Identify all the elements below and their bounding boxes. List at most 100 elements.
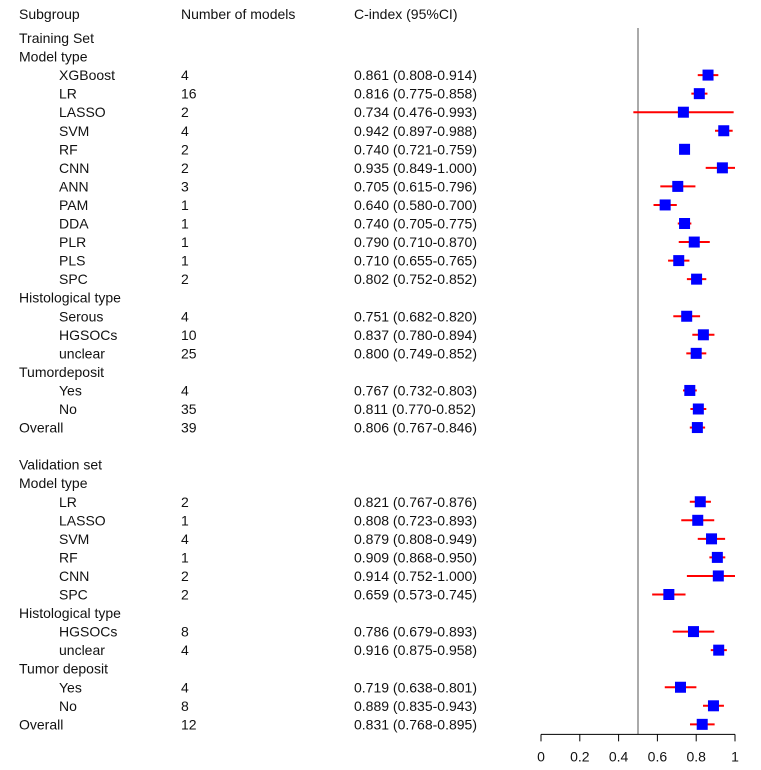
tick-label: 0.8 — [686, 748, 706, 764]
subgroup-label: RF — [59, 141, 78, 157]
x-axis: 0 0.2 0.4 0.6 0.8 1 — [537, 733, 739, 764]
point-estimate — [681, 310, 693, 322]
model-count: 1 — [181, 197, 189, 213]
subgroup-label: No — [59, 698, 77, 714]
subgroup-label: Serous — [59, 308, 103, 324]
model-count: 35 — [181, 401, 197, 417]
cindex-text: 0.659 (0.573-0.745) — [354, 587, 477, 603]
subgroup-label: PLR — [59, 234, 86, 250]
subgroup-label: LASSO — [59, 512, 106, 528]
point-estimate — [688, 236, 700, 248]
cindex-text: 0.719 (0.638-0.801) — [354, 679, 477, 695]
table-rows: Training Set Model type XGBoost 4 0.861 (0.8… — [19, 30, 477, 732]
point-estimate — [679, 143, 691, 155]
cindex-text: 0.790 (0.710-0.870) — [354, 234, 477, 250]
cindex-text: 0.837 (0.780-0.894) — [354, 327, 477, 343]
group-header: Histological type — [19, 290, 121, 306]
group-header: Model type — [19, 475, 88, 491]
subgroup-label: No — [59, 401, 77, 417]
cindex-text: 0.740 (0.705-0.775) — [354, 216, 477, 232]
cindex-text: 0.935 (0.849-1.000) — [354, 160, 477, 176]
subgroup-label: LR — [59, 494, 77, 510]
model-count: 3 — [181, 178, 189, 194]
subgroup-label: PLS — [59, 253, 85, 269]
cindex-text: 0.767 (0.732-0.803) — [354, 382, 477, 398]
subgroup-label: CNN — [59, 160, 89, 176]
point-estimate — [694, 496, 706, 508]
cindex-text: 0.942 (0.897-0.988) — [354, 123, 477, 139]
cindex-text: 0.861 (0.808-0.914) — [354, 67, 477, 83]
point-estimate — [663, 589, 675, 600]
cindex-text: 0.808 (0.723-0.893) — [354, 512, 477, 528]
point-estimate — [707, 700, 719, 712]
point-estimate — [713, 644, 725, 656]
cindex-text: 0.821 (0.767-0.876) — [354, 494, 477, 510]
cindex-text: 0.705 (0.615-0.796) — [354, 178, 477, 194]
cindex-text: 0.802 (0.752-0.852) — [354, 271, 477, 287]
point-estimate — [692, 514, 704, 526]
model-count: 4 — [181, 382, 189, 398]
model-count: 4 — [181, 308, 189, 324]
model-count: 8 — [181, 624, 189, 640]
model-count: 2 — [181, 568, 189, 584]
cindex-text: 0.734 (0.476-0.993) — [354, 104, 477, 120]
subgroup-label: LR — [59, 86, 77, 102]
point-estimate — [693, 88, 705, 100]
cindex-text: 0.786 (0.679-0.893) — [354, 624, 477, 640]
model-count: 4 — [181, 679, 189, 695]
point-estimate — [673, 255, 685, 267]
model-count: 25 — [181, 345, 197, 361]
point-estimate — [697, 329, 709, 341]
subgroup-label: PAM — [59, 197, 88, 213]
overall-label: Overall — [19, 420, 63, 436]
model-count: 1 — [181, 234, 189, 250]
point-estimate — [687, 626, 699, 638]
point-estimate — [672, 180, 684, 192]
point-estimate — [691, 273, 703, 285]
model-count: 4 — [181, 642, 189, 658]
model-count: 39 — [181, 420, 197, 436]
point-estimate — [677, 106, 689, 118]
model-count: 10 — [181, 327, 197, 343]
tick-label: 0.6 — [648, 748, 668, 764]
point-estimate — [702, 69, 714, 81]
point-estimate — [706, 533, 718, 545]
point-estimate — [711, 551, 723, 563]
subgroup-label: DDA — [59, 216, 89, 232]
subgroup-label: LASSO — [59, 104, 106, 120]
column-headers: Subgroup Number of models C-index (95%CI… — [19, 6, 457, 22]
point-estimate — [716, 162, 728, 174]
subgroup-label: Yes — [59, 382, 82, 398]
point-estimate — [696, 718, 708, 730]
cindex-text: 0.914 (0.752-1.000) — [354, 568, 477, 584]
overall-label: Overall — [19, 716, 63, 732]
group-header: Histological type — [19, 605, 121, 621]
point-estimate — [712, 570, 724, 582]
point-estimate — [659, 199, 671, 211]
subgroup-label: XGBoost — [59, 67, 115, 83]
cindex-text: 0.811 (0.770-0.852) — [354, 401, 476, 417]
cindex-text: 0.889 (0.835-0.943) — [354, 698, 477, 714]
model-count: 1 — [181, 512, 189, 528]
tick-label: 0 — [537, 748, 545, 764]
subgroup-label: RF — [59, 549, 78, 565]
subgroup-label: unclear — [59, 345, 105, 361]
header-cindex: C-index (95%CI) — [354, 6, 457, 22]
cindex-text: 0.909 (0.868-0.950) — [354, 549, 477, 565]
group-header: Tumor deposit — [19, 661, 108, 677]
point-estimate — [679, 218, 691, 229]
subgroup-label: ANN — [59, 178, 89, 194]
plot-marks — [633, 28, 735, 735]
subgroup-label: SPC — [59, 587, 88, 603]
subgroup-label: CNN — [59, 568, 89, 584]
cindex-text: 0.710 (0.655-0.765) — [354, 253, 477, 269]
model-count: 2 — [181, 104, 189, 120]
header-number-of-models: Number of models — [181, 6, 295, 22]
model-count: 2 — [181, 160, 189, 176]
subgroup-label: unclear — [59, 642, 105, 658]
model-count: 1 — [181, 549, 189, 565]
model-count: 1 — [181, 253, 189, 269]
point-estimate — [684, 384, 696, 396]
model-count: 2 — [181, 494, 189, 510]
